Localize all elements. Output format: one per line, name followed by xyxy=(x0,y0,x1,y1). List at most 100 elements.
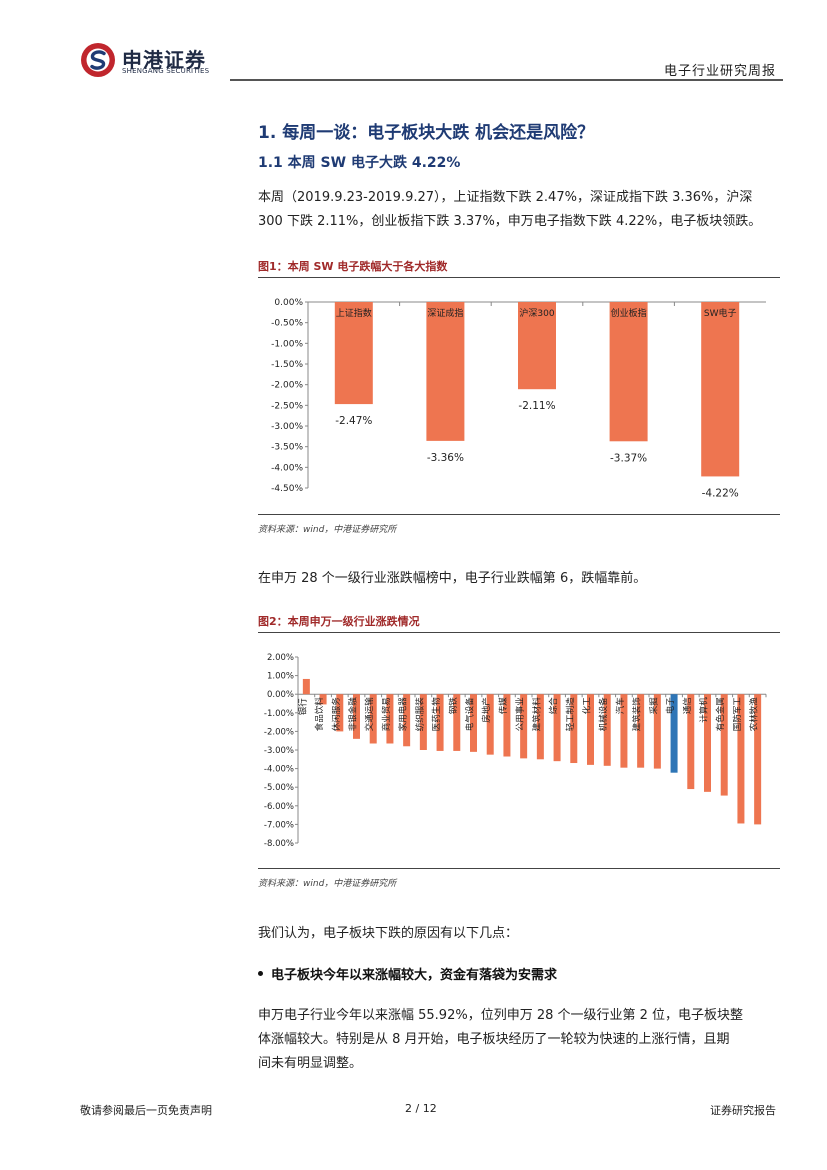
paragraph-line: 体涨幅较大。特别是从 8 月开始，电子板块经历了一轮较为快速的上涨行情，且期 xyxy=(258,1032,730,1047)
figure1-chart: 0.00% -0.50% -1.00% -1.50% -2.00% -2.50% -3.00… xyxy=(258,290,780,510)
bar xyxy=(334,302,373,405)
bar xyxy=(637,694,645,768)
bar xyxy=(369,694,377,744)
bar xyxy=(302,678,310,695)
category-label: 交通运输 xyxy=(364,697,375,732)
figure1-title: 图1：本周 SW 电子跌幅大于各大指数 xyxy=(258,260,448,273)
y-tick-label: -3.50% xyxy=(271,443,303,453)
bar xyxy=(386,694,394,744)
category-label: 轻工制造 xyxy=(565,697,576,732)
data-label: -2.11% xyxy=(518,400,555,412)
category-label: 国防军工 xyxy=(732,697,743,732)
bar xyxy=(570,694,578,764)
bar xyxy=(553,694,561,762)
category-label: SW电子 xyxy=(704,307,737,319)
category-label: 电子 xyxy=(665,697,676,715)
y-tick-label: -4.00% xyxy=(264,765,294,775)
y-tick-label: -1.00% xyxy=(264,709,294,719)
category-label: 深证成指 xyxy=(427,307,463,319)
bar xyxy=(609,302,648,442)
category-label: 机械设备 xyxy=(598,697,609,732)
figure2-bar-chart: 2.00% 1.00% 0.00% -1.00% -2.00% -3.00% -4.00% -… xyxy=(264,653,767,849)
bar xyxy=(620,694,628,768)
category-label: 医药生物 xyxy=(431,697,442,732)
category-label: 有色金属 xyxy=(715,697,726,731)
category-label: 电气设备 xyxy=(465,697,476,732)
y-tick-label: 0.00% xyxy=(267,690,294,700)
bar xyxy=(687,694,695,790)
category-label: 房地产 xyxy=(481,697,492,723)
bullet-point: 电子板块今年以来涨幅较大，资金有落袋为安需求 xyxy=(258,964,557,983)
category-label: 通信 xyxy=(682,697,693,715)
y-tick-label: -5.00% xyxy=(264,783,294,793)
y-tick-label: -4.00% xyxy=(271,463,303,473)
category-label: 汽车 xyxy=(615,697,626,714)
bullet-text: 电子板块今年以来涨幅较大，资金有落袋为安需求 xyxy=(271,968,558,983)
figure2-top-rule xyxy=(258,632,780,633)
bar xyxy=(587,694,594,765)
bar xyxy=(470,694,477,752)
bar xyxy=(503,694,511,757)
category-label: 家用电器 xyxy=(398,697,409,732)
category-label: 商业贸易 xyxy=(381,697,392,731)
company-logo: 申港证券 SHENGANG SECURITIES xyxy=(80,40,240,80)
category-label: 钢铁 xyxy=(448,697,459,715)
category-label: 创业板指 xyxy=(611,307,647,319)
category-label: 传媒 xyxy=(498,697,509,715)
bar xyxy=(704,694,711,792)
paragraph-weekly-summary: 本周（2019.9.23-2019.9.27），上证指数下跌 2.47%，深证成… xyxy=(258,186,780,234)
bullet-dot-icon xyxy=(258,971,263,976)
figure1-bottom-rule xyxy=(258,514,780,515)
bar xyxy=(737,694,745,824)
figure2-chart: 2.00% 1.00% 0.00% -1.00% -2.00% -3.00% -4.00% -… xyxy=(258,645,780,865)
bar xyxy=(403,694,411,747)
y-tick-label: 0.00% xyxy=(274,298,303,308)
bar xyxy=(603,694,611,766)
category-label: 建筑材料 xyxy=(531,697,542,732)
bar xyxy=(518,302,556,390)
paragraph-ytd-performance: 申万电子行业今年以来涨幅 55.92%，位列申万 28 个一级行业第 2 位，电… xyxy=(258,1004,780,1076)
bar xyxy=(670,694,678,773)
bar xyxy=(720,694,728,796)
category-label: 银行 xyxy=(297,698,308,716)
section-heading: 1. 每周一谈：电子板块大跌 机会还是风险？ xyxy=(258,123,595,143)
bar xyxy=(453,694,461,751)
y-tick-label: -8.00% xyxy=(264,839,294,849)
y-tick-label: -0.50% xyxy=(271,319,303,329)
figure1-top-rule xyxy=(258,277,780,278)
figure1-source: 资料来源：wind，中港证券研究所 xyxy=(258,525,397,535)
footer-report-label: 证券研究报告 xyxy=(710,1104,776,1117)
figure2-source: 资料来源：wind，中港证券研究所 xyxy=(258,879,397,889)
bar xyxy=(701,302,740,477)
category-label: 建筑装饰 xyxy=(632,697,643,732)
category-label: 沪深300 xyxy=(519,307,554,319)
bar xyxy=(419,694,427,750)
logo-chinese-name: 申港证券 xyxy=(122,48,206,72)
figure2-bottom-rule xyxy=(258,868,780,869)
header-divider xyxy=(230,79,783,81)
paragraph-line: 我们认为，电子板块下跌的原因有以下几点： xyxy=(258,926,519,941)
bar xyxy=(336,694,344,732)
y-tick-label: -7.00% xyxy=(264,820,294,830)
y-tick-label: -4.50% xyxy=(271,484,303,494)
paragraph-line: 在申万 28 个一级行业涨跌幅榜中，电子行业跌幅第 6，跌幅靠前。 xyxy=(258,571,647,586)
y-tick-label: -2.50% xyxy=(271,401,303,411)
y-tick-label: -1.00% xyxy=(271,339,303,349)
category-label: 公用事业 xyxy=(515,697,526,731)
data-label: -2.47% xyxy=(335,415,372,427)
y-tick-label: -1.50% xyxy=(271,360,303,370)
category-label: 农林牧渔 xyxy=(749,697,760,732)
y-tick-label: -3.00% xyxy=(271,422,303,432)
y-tick-label: -2.00% xyxy=(264,727,294,737)
data-label: -4.22% xyxy=(702,487,739,499)
subsection-heading: 1.1 本周 SW 电子大跌 4.22% xyxy=(258,155,461,171)
y-tick-label: -6.00% xyxy=(264,802,294,812)
bar xyxy=(520,694,528,759)
category-label: 计算机 xyxy=(699,697,710,723)
category-label: 化工 xyxy=(582,697,593,715)
footer-disclaimer-note: 敬请参阅最后一页免责声明 xyxy=(80,1104,212,1117)
category-label: 非银金融 xyxy=(348,697,359,732)
category-label: 综合 xyxy=(548,697,559,715)
paragraph-line: 300 下跌 2.11%，创业板指下跌 3.37%，申万电子指数下跌 4.22%… xyxy=(258,214,762,229)
y-tick-label: -2.00% xyxy=(271,381,303,391)
